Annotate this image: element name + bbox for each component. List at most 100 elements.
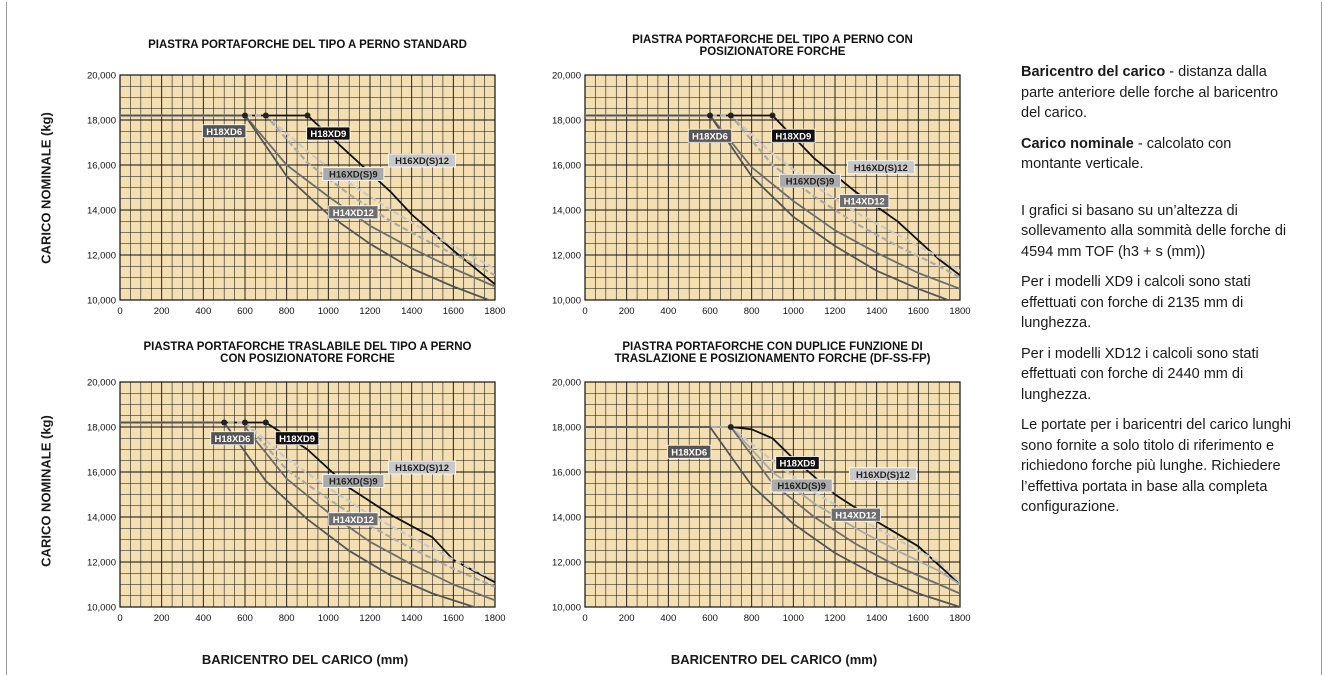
chart-dual-function-df-ss-fp: PIASTRA PORTAFORCHE CON DUPLICE FUNZIONE… [552,341,971,624]
series-line-h18xd6 [585,114,951,300]
chart-pin-fork-positioner: PIASTRA PORTAFORCHE DEL TIPO A PERNO CON… [552,34,971,317]
breakpoint-marker [304,112,311,119]
note-lift-height: I grafici si basano su un’altezza di sol… [1021,202,1287,260]
breakpoint-marker [262,112,269,119]
note-rated-load-term: Carico nominale [1021,135,1134,152]
series-tag-box [830,507,881,522]
x-axis-label-left: BARICENTRO DEL CARICO (mm) [201,652,409,667]
x-tick-label: 1400 [401,306,422,317]
series-group [120,114,495,300]
series-tag: H16XD(S)12 [388,153,456,168]
series-tag: H16XD(S)12 [388,460,456,475]
x-tick-label: 0 [582,306,587,317]
series-tag: H14XD12 [830,507,881,522]
series-tag-label: H18XD6 [215,434,251,445]
x-tick-label: 1200 [824,613,845,624]
x-tick-label: 0 [582,613,587,624]
series-tag-label: H18XD6 [206,127,242,138]
x-tick-label: 400 [195,306,211,317]
x-tick-label: 1800 [484,613,505,624]
series-tag-label: H18XD6 [671,447,707,458]
x-tick-label: 800 [279,306,295,317]
chart-title-line: TRASLAZIONE E POSIZIONAMENTO FORCHE (DF-… [614,353,930,365]
series-line-h16xds12 [120,114,495,270]
series-tag: H18XD9 [775,456,820,470]
y-tick-label: 16,000 [552,161,581,172]
series-tag-label: H18XD9 [775,131,811,142]
x-tick-label: 1600 [443,306,464,317]
plot-border [119,74,496,301]
series-tag-box [322,167,385,181]
series-tag-box [306,126,351,141]
notes-panel: Baricentro del carico - distanza dalla p… [1021,62,1293,528]
series-line-h16xds12 [585,425,960,584]
series-tag-box [388,153,456,168]
series-tag: H14XD12 [839,194,890,208]
series-tag-box [687,128,733,143]
series-tag-label: H14XD12 [844,197,885,208]
plot-border [584,381,961,608]
y-tick-label: 10,000 [87,603,116,614]
x-tick-label: 600 [702,613,718,624]
series-tag-box [775,456,820,470]
note-load-center-text: - distanza dalla parte anteriore delle f… [1021,64,1279,121]
series-tag: H14XD12 [328,205,379,220]
breakpoint-marker [262,419,269,426]
series-tag: H16XD(S)9 [770,478,833,493]
series-tag: H18XD9 [274,431,320,446]
chart-title-line: PIASTRA PORTAFORCHE TRASLABILE DEL TIPO … [144,341,472,353]
series-tag-label: H16XD(S)9 [786,176,835,187]
breakpoint-marker [727,112,734,119]
x-tick-label: 600 [237,613,253,624]
x-tick-label: 1400 [401,613,422,624]
chart-title-line: PIASTRA PORTAFORCHE DEL TIPO A PERNO CON [632,34,913,46]
note-load-center-term: Baricentro del carico [1021,64,1166,80]
series-tag: H18XD6 [687,128,733,143]
series-tag: H18XD6 [210,431,255,446]
x-tick-label: 800 [279,613,295,624]
breakpoint-marker [221,419,228,426]
x-tick-label: 1000 [318,613,339,624]
y-tick-label: 18,000 [87,423,116,434]
breakpoint-marker [769,112,776,119]
series-tag-box [328,205,379,220]
x-tick-label: 1600 [443,613,464,624]
series-tag: H18XD6 [202,124,247,139]
y-tick-label: 10,000 [552,603,581,614]
note-long-load-centers: Le portate per i baricentri del carico l… [1021,417,1292,515]
series-tag-label: H18XD9 [780,459,816,470]
chart-sideshift-fork-positioner: PIASTRA PORTAFORCHE TRASLABILE DEL TIPO … [87,341,506,624]
series-tag-label: H16XD(S)9 [329,170,378,181]
y-tick-label: 10,000 [87,296,116,307]
breakpoint-marker [242,419,248,426]
series-tag-box [846,160,915,175]
y-tick-label: 20,000 [552,378,581,389]
y-tick-label: 16,000 [87,161,116,172]
x-tick-label: 1800 [949,613,970,624]
series-tag-box [210,431,255,446]
y-tick-label: 14,000 [552,513,581,524]
y-tick-label: 18,000 [552,423,581,434]
y-axis-label-bottom: CARICO NOMINALE (kg) [38,415,54,567]
series-tag: H18XD9 [306,126,351,141]
series-line-h16xds12 [585,114,960,272]
series-tag-label: H16XD(S)9 [777,481,826,492]
x-tick-label: 400 [660,306,676,317]
y-tick-label: 20,000 [552,71,581,82]
chart-title-line: POSIZIONATORE FORCHE [700,46,846,58]
series-tag-label: H14XD12 [333,208,374,219]
series-tag: H14XD12 [328,512,379,527]
y-tick-label: 16,000 [552,468,581,479]
x-tick-label: 400 [660,613,676,624]
x-tick-label: 600 [237,306,253,317]
y-tick-label: 16,000 [87,468,116,479]
chart-title-line: PIASTRA PORTAFORCHE CON DUPLICE FUNZIONE… [622,341,922,353]
y-tick-label: 14,000 [87,206,116,217]
x-tick-label: 1000 [783,306,804,317]
series-tag: H16XD(S)9 [779,173,841,188]
y-tick-label: 12,000 [87,251,116,262]
series-tag: H18XD9 [771,128,816,143]
x-tick-label: 1800 [949,306,970,317]
y-tick-label: 12,000 [552,251,581,262]
x-tick-label: 1200 [359,306,380,317]
